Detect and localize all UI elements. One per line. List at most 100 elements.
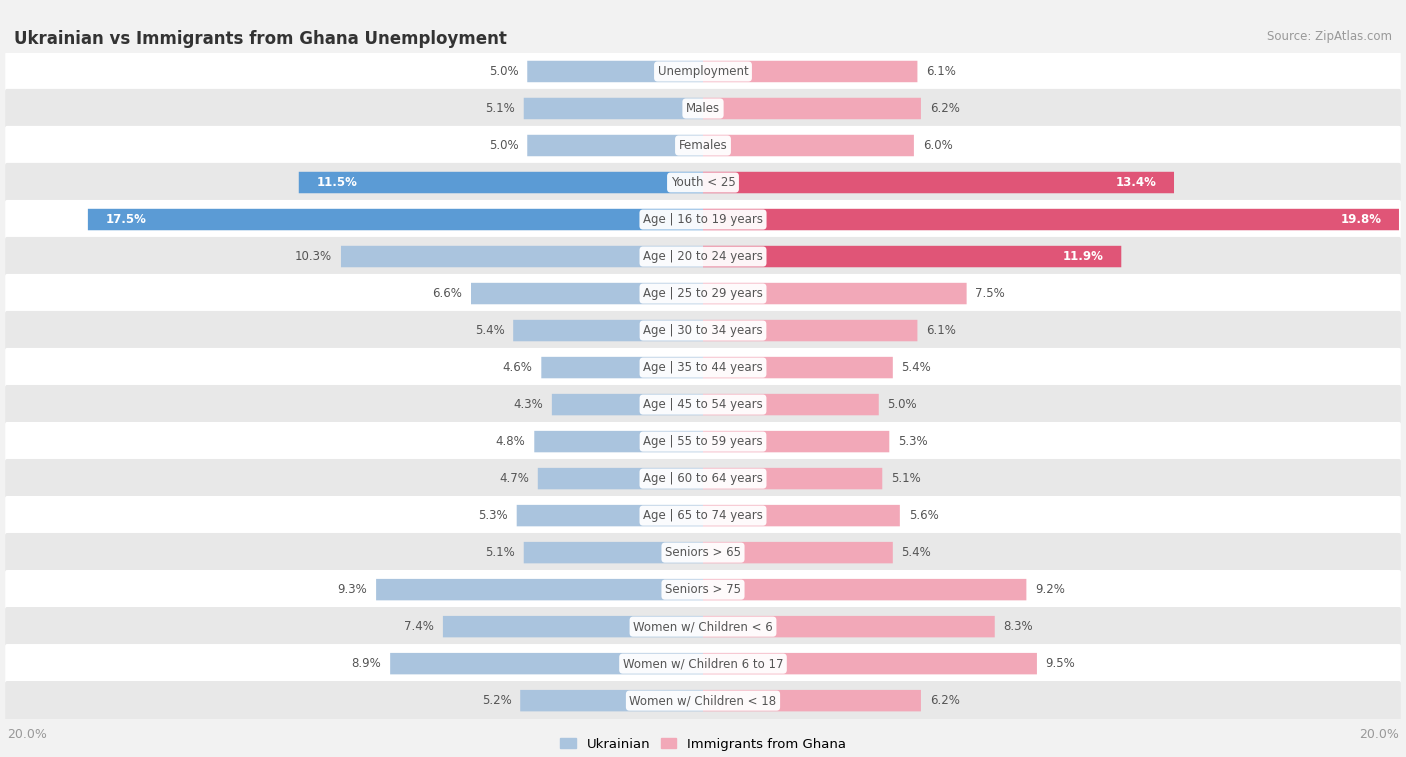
Text: Age | 20 to 24 years: Age | 20 to 24 years [643, 250, 763, 263]
Text: 7.5%: 7.5% [976, 287, 1005, 300]
Text: Seniors > 75: Seniors > 75 [665, 583, 741, 596]
FancyBboxPatch shape [6, 644, 1400, 684]
Text: 6.2%: 6.2% [929, 102, 959, 115]
Legend: Ukrainian, Immigrants from Ghana: Ukrainian, Immigrants from Ghana [555, 732, 851, 755]
FancyBboxPatch shape [520, 690, 703, 712]
Text: 5.3%: 5.3% [478, 509, 508, 522]
Text: Age | 30 to 34 years: Age | 30 to 34 years [643, 324, 763, 337]
FancyBboxPatch shape [703, 283, 967, 304]
Text: 8.9%: 8.9% [352, 657, 381, 670]
FancyBboxPatch shape [6, 237, 1400, 276]
Text: Women w/ Children < 18: Women w/ Children < 18 [630, 694, 776, 707]
Text: 5.1%: 5.1% [891, 472, 921, 485]
FancyBboxPatch shape [6, 126, 1400, 165]
Text: 5.6%: 5.6% [908, 509, 938, 522]
Text: 4.7%: 4.7% [499, 472, 529, 485]
FancyBboxPatch shape [6, 311, 1400, 350]
Text: 5.2%: 5.2% [482, 694, 512, 707]
FancyBboxPatch shape [517, 505, 703, 526]
FancyBboxPatch shape [6, 348, 1400, 387]
Text: Age | 25 to 29 years: Age | 25 to 29 years [643, 287, 763, 300]
Text: Age | 60 to 64 years: Age | 60 to 64 years [643, 472, 763, 485]
Text: 6.6%: 6.6% [433, 287, 463, 300]
Text: 5.4%: 5.4% [475, 324, 505, 337]
Text: 5.0%: 5.0% [489, 65, 519, 78]
FancyBboxPatch shape [703, 468, 883, 489]
FancyBboxPatch shape [551, 394, 703, 416]
FancyBboxPatch shape [527, 61, 703, 83]
Text: Age | 65 to 74 years: Age | 65 to 74 years [643, 509, 763, 522]
FancyBboxPatch shape [6, 385, 1400, 424]
FancyBboxPatch shape [513, 319, 703, 341]
Text: 7.4%: 7.4% [405, 620, 434, 633]
Text: 6.2%: 6.2% [929, 694, 959, 707]
FancyBboxPatch shape [391, 653, 703, 674]
FancyBboxPatch shape [6, 607, 1400, 646]
Text: Age | 55 to 59 years: Age | 55 to 59 years [643, 435, 763, 448]
FancyBboxPatch shape [6, 163, 1400, 202]
Text: 9.5%: 9.5% [1046, 657, 1076, 670]
Text: 11.5%: 11.5% [316, 176, 357, 189]
Text: 20.0%: 20.0% [7, 727, 46, 741]
Text: 9.3%: 9.3% [337, 583, 367, 596]
Text: 10.3%: 10.3% [295, 250, 332, 263]
Text: 11.9%: 11.9% [1063, 250, 1104, 263]
Text: 5.0%: 5.0% [489, 139, 519, 152]
FancyBboxPatch shape [703, 653, 1038, 674]
Text: 5.4%: 5.4% [901, 546, 931, 559]
FancyBboxPatch shape [703, 690, 921, 712]
FancyBboxPatch shape [703, 542, 893, 563]
FancyBboxPatch shape [534, 431, 703, 453]
Text: Unemployment: Unemployment [658, 65, 748, 78]
Text: 6.1%: 6.1% [927, 65, 956, 78]
Text: Ukrainian vs Immigrants from Ghana Unemployment: Ukrainian vs Immigrants from Ghana Unemp… [14, 30, 508, 48]
FancyBboxPatch shape [6, 200, 1400, 239]
Text: Age | 35 to 44 years: Age | 35 to 44 years [643, 361, 763, 374]
Text: 5.1%: 5.1% [485, 546, 515, 559]
FancyBboxPatch shape [6, 274, 1400, 313]
Text: 5.3%: 5.3% [898, 435, 928, 448]
FancyBboxPatch shape [443, 616, 703, 637]
Text: 17.5%: 17.5% [105, 213, 146, 226]
FancyBboxPatch shape [6, 570, 1400, 609]
Text: 5.0%: 5.0% [887, 398, 917, 411]
Text: 5.1%: 5.1% [485, 102, 515, 115]
Text: Women w/ Children 6 to 17: Women w/ Children 6 to 17 [623, 657, 783, 670]
Text: Females: Females [679, 139, 727, 152]
FancyBboxPatch shape [703, 616, 995, 637]
FancyBboxPatch shape [375, 579, 703, 600]
FancyBboxPatch shape [471, 283, 703, 304]
Text: Women w/ Children < 6: Women w/ Children < 6 [633, 620, 773, 633]
Text: 4.3%: 4.3% [513, 398, 543, 411]
FancyBboxPatch shape [703, 209, 1399, 230]
FancyBboxPatch shape [541, 357, 703, 378]
FancyBboxPatch shape [537, 468, 703, 489]
Text: Age | 45 to 54 years: Age | 45 to 54 years [643, 398, 763, 411]
FancyBboxPatch shape [703, 505, 900, 526]
FancyBboxPatch shape [703, 135, 914, 156]
FancyBboxPatch shape [703, 357, 893, 378]
FancyBboxPatch shape [703, 172, 1174, 193]
FancyBboxPatch shape [703, 394, 879, 416]
FancyBboxPatch shape [6, 681, 1400, 720]
FancyBboxPatch shape [703, 579, 1026, 600]
Text: Age | 16 to 19 years: Age | 16 to 19 years [643, 213, 763, 226]
FancyBboxPatch shape [6, 533, 1400, 572]
Text: 13.4%: 13.4% [1115, 176, 1156, 189]
FancyBboxPatch shape [703, 61, 917, 83]
FancyBboxPatch shape [340, 246, 703, 267]
FancyBboxPatch shape [527, 135, 703, 156]
FancyBboxPatch shape [703, 98, 921, 120]
FancyBboxPatch shape [524, 542, 703, 563]
Text: Youth < 25: Youth < 25 [671, 176, 735, 189]
Text: Source: ZipAtlas.com: Source: ZipAtlas.com [1267, 30, 1392, 43]
Text: 19.8%: 19.8% [1340, 213, 1381, 226]
FancyBboxPatch shape [6, 52, 1400, 91]
Text: 20.0%: 20.0% [1360, 727, 1399, 741]
Text: 4.6%: 4.6% [503, 361, 533, 374]
FancyBboxPatch shape [6, 496, 1400, 535]
FancyBboxPatch shape [703, 431, 889, 453]
FancyBboxPatch shape [524, 98, 703, 120]
FancyBboxPatch shape [703, 319, 917, 341]
Text: Seniors > 65: Seniors > 65 [665, 546, 741, 559]
